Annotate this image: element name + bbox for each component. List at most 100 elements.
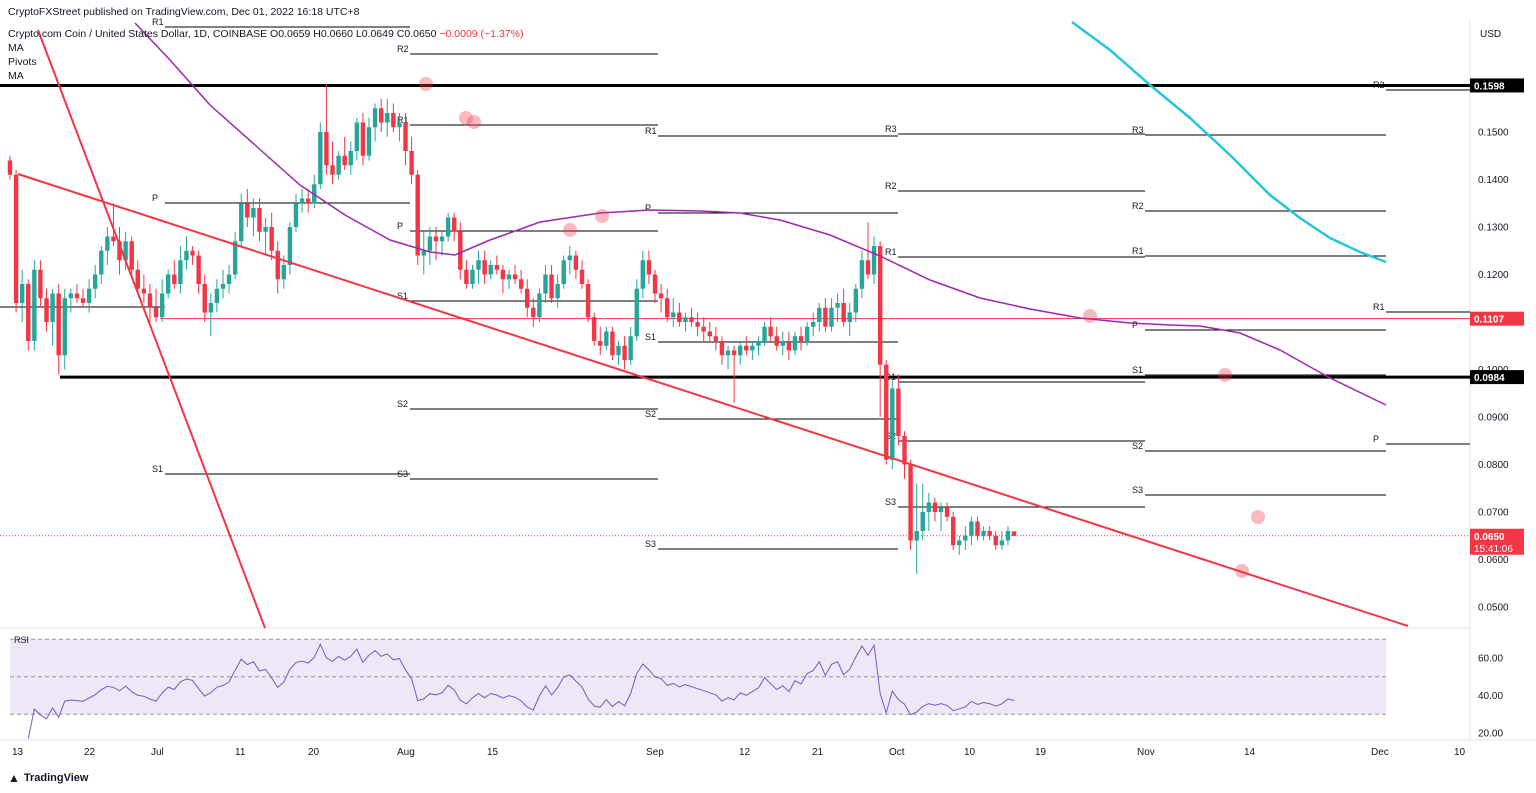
candle-body (409, 151, 414, 175)
candle-body (305, 198, 311, 204)
candle-body (141, 288, 147, 294)
candle-body (573, 255, 579, 270)
candle-body (38, 269, 43, 299)
ma-fast-line (134, 22, 1387, 406)
candle-body (671, 312, 676, 318)
candle-body (969, 521, 974, 536)
candle-body (318, 132, 323, 185)
candle-body (549, 274, 554, 299)
candle-body (963, 535, 968, 541)
touch-marker (419, 77, 433, 91)
tag-upper-level: 0.1598 (1474, 81, 1505, 92)
candle-body (719, 341, 725, 356)
ohlc-high: H0.0660 (313, 28, 353, 40)
candle-body (798, 336, 804, 341)
candle-body (531, 307, 536, 318)
candle-body (62, 298, 67, 356)
candle-body (628, 336, 633, 360)
candle-body (817, 307, 822, 322)
candle-body (56, 293, 61, 356)
pivot-label: P (1373, 434, 1379, 444)
candle-body (372, 108, 378, 128)
candle-body (689, 317, 694, 322)
tradingview-icon: ▲ (8, 771, 20, 785)
touch-markers (419, 77, 1265, 578)
candle-body (214, 288, 220, 303)
candle-body (610, 331, 615, 356)
ohlc-close: C0.0650 (396, 28, 437, 40)
x-tick-label: Dec (1371, 747, 1389, 758)
x-tick-label: 13 (12, 747, 24, 758)
candle-body (640, 260, 646, 289)
pivot-label: S1 (397, 291, 408, 301)
candle-body (172, 274, 177, 284)
candle-body (579, 269, 585, 284)
y-tick-label: 0.0600 (1478, 555, 1509, 566)
y-tick-label: 0.1400 (1478, 175, 1509, 186)
candle-body (32, 269, 37, 341)
candle-body (354, 122, 360, 151)
candle-body (622, 345, 627, 360)
pivot-label: P (1132, 320, 1138, 330)
touch-marker (563, 223, 577, 237)
indicator-pivots[interactable]: Pivots (8, 56, 37, 68)
x-tick-label: 11 (235, 747, 246, 758)
candle-body (598, 341, 603, 346)
tag-red-level: 0.1107 (1474, 315, 1504, 326)
candle-body (80, 298, 86, 303)
candle-body (677, 312, 682, 322)
pivot-label: S3 (1132, 485, 1143, 495)
tradingview-logo[interactable]: ▲ TradingView (8, 771, 88, 785)
candle-body (768, 326, 773, 337)
candle-body (604, 331, 609, 346)
x-tick-label: 21 (812, 747, 824, 758)
touch-marker (459, 111, 473, 125)
pivot-label: S2 (645, 409, 656, 419)
indicator-ma-1[interactable]: MA (8, 42, 24, 54)
rsi-tick-label: 20.00 (1478, 729, 1503, 740)
candle-body (841, 303, 846, 322)
falling-trendline (17, 173, 1409, 627)
indicator-ma-2[interactable]: MA (8, 70, 24, 82)
pivot-label: S2 (1132, 441, 1143, 451)
candle-body (385, 113, 390, 123)
pivot-levels: R1 P S1 R2 R1 P S1 S2 S3 R1 P S1 S2 S3 R3 R2 R1 S1 S2 S3 R3 R… (0, 17, 1470, 550)
candle-body (884, 364, 889, 460)
candle-body (543, 274, 548, 294)
x-tick-label: 12 (739, 747, 751, 758)
touch-marker (1235, 564, 1249, 578)
tag-upper-level-bg (1470, 78, 1524, 93)
candle-body (561, 260, 566, 284)
candle-body (786, 341, 792, 351)
x-tick-label: 10 (964, 747, 976, 758)
candle-body (257, 208, 262, 232)
x-tick-label: 19 (1035, 747, 1047, 758)
currency-label: USD (1480, 29, 1502, 40)
x-tick-label: Jul (151, 747, 164, 758)
moving-averages (134, 20, 1387, 406)
pivot-label: R2 (1132, 201, 1144, 211)
candle-body (464, 269, 469, 284)
candle-body (391, 113, 396, 128)
ohlc-change: −0.0009 (−1.37%) (439, 28, 524, 40)
candle-body (902, 436, 907, 465)
candle-body (938, 507, 944, 512)
candle-body (999, 540, 1005, 546)
candle-body (153, 307, 159, 318)
candle-body (348, 151, 353, 166)
candle-body (336, 155, 341, 175)
candle-body (488, 265, 493, 275)
candle-body (287, 227, 293, 265)
y-tick-label: 0.0500 (1478, 603, 1509, 614)
candle-body (658, 293, 664, 299)
touch-marker (1251, 510, 1265, 524)
pivot-label: R2 (397, 44, 409, 54)
pivot-label: P (645, 203, 651, 213)
pivot-label: R2 (885, 181, 897, 191)
candle-body (1011, 531, 1017, 536)
candle-body (445, 217, 451, 237)
publisher-line: CryptoFXStreet published on TradingView.… (8, 6, 360, 18)
candle-body (634, 288, 639, 337)
candle-body (725, 350, 731, 356)
